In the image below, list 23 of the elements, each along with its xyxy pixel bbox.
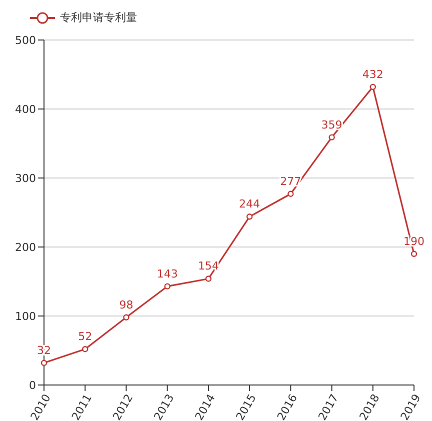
data-label: 432: [362, 68, 384, 81]
point: [164, 283, 170, 290]
point: [288, 190, 294, 197]
y-tick-label: 0: [29, 378, 36, 392]
point: [123, 314, 130, 320]
y-tick-label: 400: [15, 102, 36, 116]
data-label: 143: [156, 267, 178, 280]
data-label: 359: [321, 118, 342, 132]
data-label: 244: [239, 198, 260, 211]
point: [328, 134, 335, 140]
legend-label: 专利申请专利量: [60, 10, 137, 25]
point: [246, 214, 253, 220]
data-label: 52: [78, 330, 92, 344]
point: [370, 84, 376, 90]
data-label: 98: [119, 298, 134, 312]
y-tick-label: 500: [15, 34, 36, 47]
point: [205, 276, 212, 282]
point: [82, 346, 88, 352]
y-tick-label: 100: [15, 310, 36, 323]
y-tick-label: 200: [15, 240, 36, 254]
point: [40, 360, 48, 366]
point: [410, 250, 418, 257]
y-tick-label: 300: [15, 172, 36, 185]
